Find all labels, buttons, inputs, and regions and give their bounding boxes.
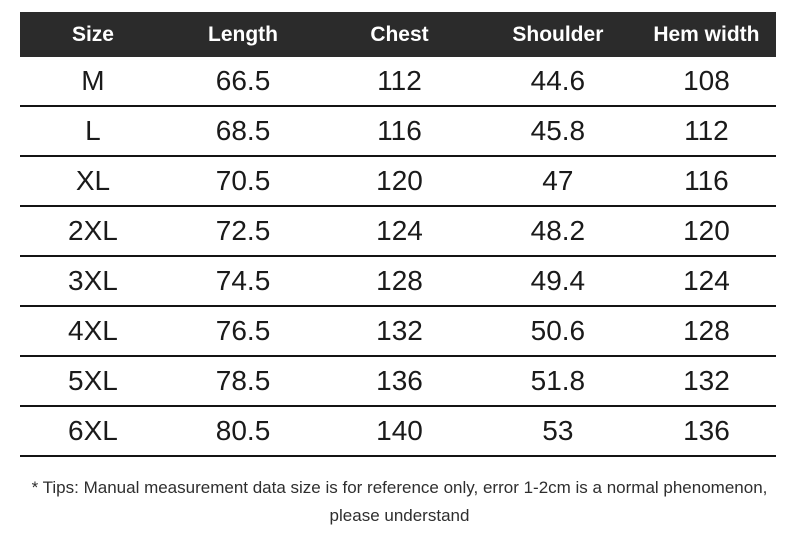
table-row: 5XL 78.5 136 51.8 132 [20, 357, 776, 407]
chest-cell: 116 [377, 115, 422, 146]
size-cell: L [85, 115, 101, 146]
size-cell: 6XL [68, 415, 118, 446]
size-cell: M [81, 65, 105, 96]
shoulder-cell: 47 [542, 165, 574, 196]
length-cell: 78.5 [215, 365, 271, 396]
hem-width-cell: 136 [683, 415, 730, 446]
shoulder-cell: 53 [542, 415, 574, 446]
size-chart-table: Size Length Chest Shoulder Hem width M 6… [20, 12, 776, 457]
header-cell-size: Size [71, 22, 114, 46]
hem-width-cell: 120 [683, 215, 730, 246]
table-row: XL 70.5 120 47 116 [20, 157, 776, 207]
header-cell-shoulder: Shoulder [512, 22, 604, 46]
shoulder-cell: 45.8 [530, 115, 586, 146]
size-cell: XL [75, 165, 111, 196]
size-cell: 5XL [68, 365, 118, 396]
size-cell: 2XL [68, 215, 118, 246]
footnote-line-2: please understand [329, 506, 470, 525]
hem-width-cell: 124 [683, 265, 730, 296]
table-row: 2XL 72.5 124 48.2 120 [20, 207, 776, 257]
hem-width-cell: 108 [683, 65, 730, 96]
table-row: 4XL 76.5 132 50.6 128 [20, 307, 776, 357]
table-header-row: Size Length Chest Shoulder Hem width [20, 12, 776, 57]
chest-cell: 136 [376, 365, 423, 396]
hem-width-cell: 112 [684, 115, 729, 146]
header-cell-length: Length [208, 22, 278, 46]
chest-cell: 128 [376, 265, 423, 296]
length-cell: 70.5 [215, 165, 271, 196]
table-row: L 68.5 116 45.8 112 [20, 107, 776, 157]
footnote: * Tips: Manual measurement data size is … [0, 474, 799, 530]
table-row: M 66.5 112 44.6 108 [20, 57, 776, 107]
chest-cell: 124 [376, 215, 423, 246]
length-cell: 80.5 [215, 415, 271, 446]
length-cell: 74.5 [215, 265, 271, 296]
length-cell: 76.5 [215, 315, 271, 346]
chest-cell: 132 [376, 315, 423, 346]
shoulder-cell: 44.6 [530, 65, 586, 96]
length-cell: 68.5 [215, 115, 271, 146]
size-cell: 4XL [68, 315, 118, 346]
shoulder-cell: 49.4 [530, 265, 586, 296]
size-cell: 3XL [68, 265, 118, 296]
hem-width-cell: 132 [683, 365, 730, 396]
hem-width-cell: 116 [684, 165, 729, 196]
chest-cell: 120 [376, 165, 423, 196]
footnote-line-1: * Tips: Manual measurement data size is … [31, 478, 768, 497]
chest-cell: 112 [377, 65, 422, 96]
shoulder-cell: 48.2 [530, 215, 586, 246]
table-row: 3XL 74.5 128 49.4 124 [20, 257, 776, 307]
chest-cell: 140 [376, 415, 423, 446]
header-cell-chest: Chest [370, 22, 429, 46]
shoulder-cell: 51.8 [530, 365, 586, 396]
hem-width-cell: 128 [683, 315, 730, 346]
length-cell: 72.5 [215, 215, 271, 246]
shoulder-cell: 50.6 [530, 315, 586, 346]
table-row: 6XL 80.5 140 53 136 [20, 407, 776, 457]
length-cell: 66.5 [215, 65, 271, 96]
header-cell-hem-width: Hem width [653, 22, 760, 46]
